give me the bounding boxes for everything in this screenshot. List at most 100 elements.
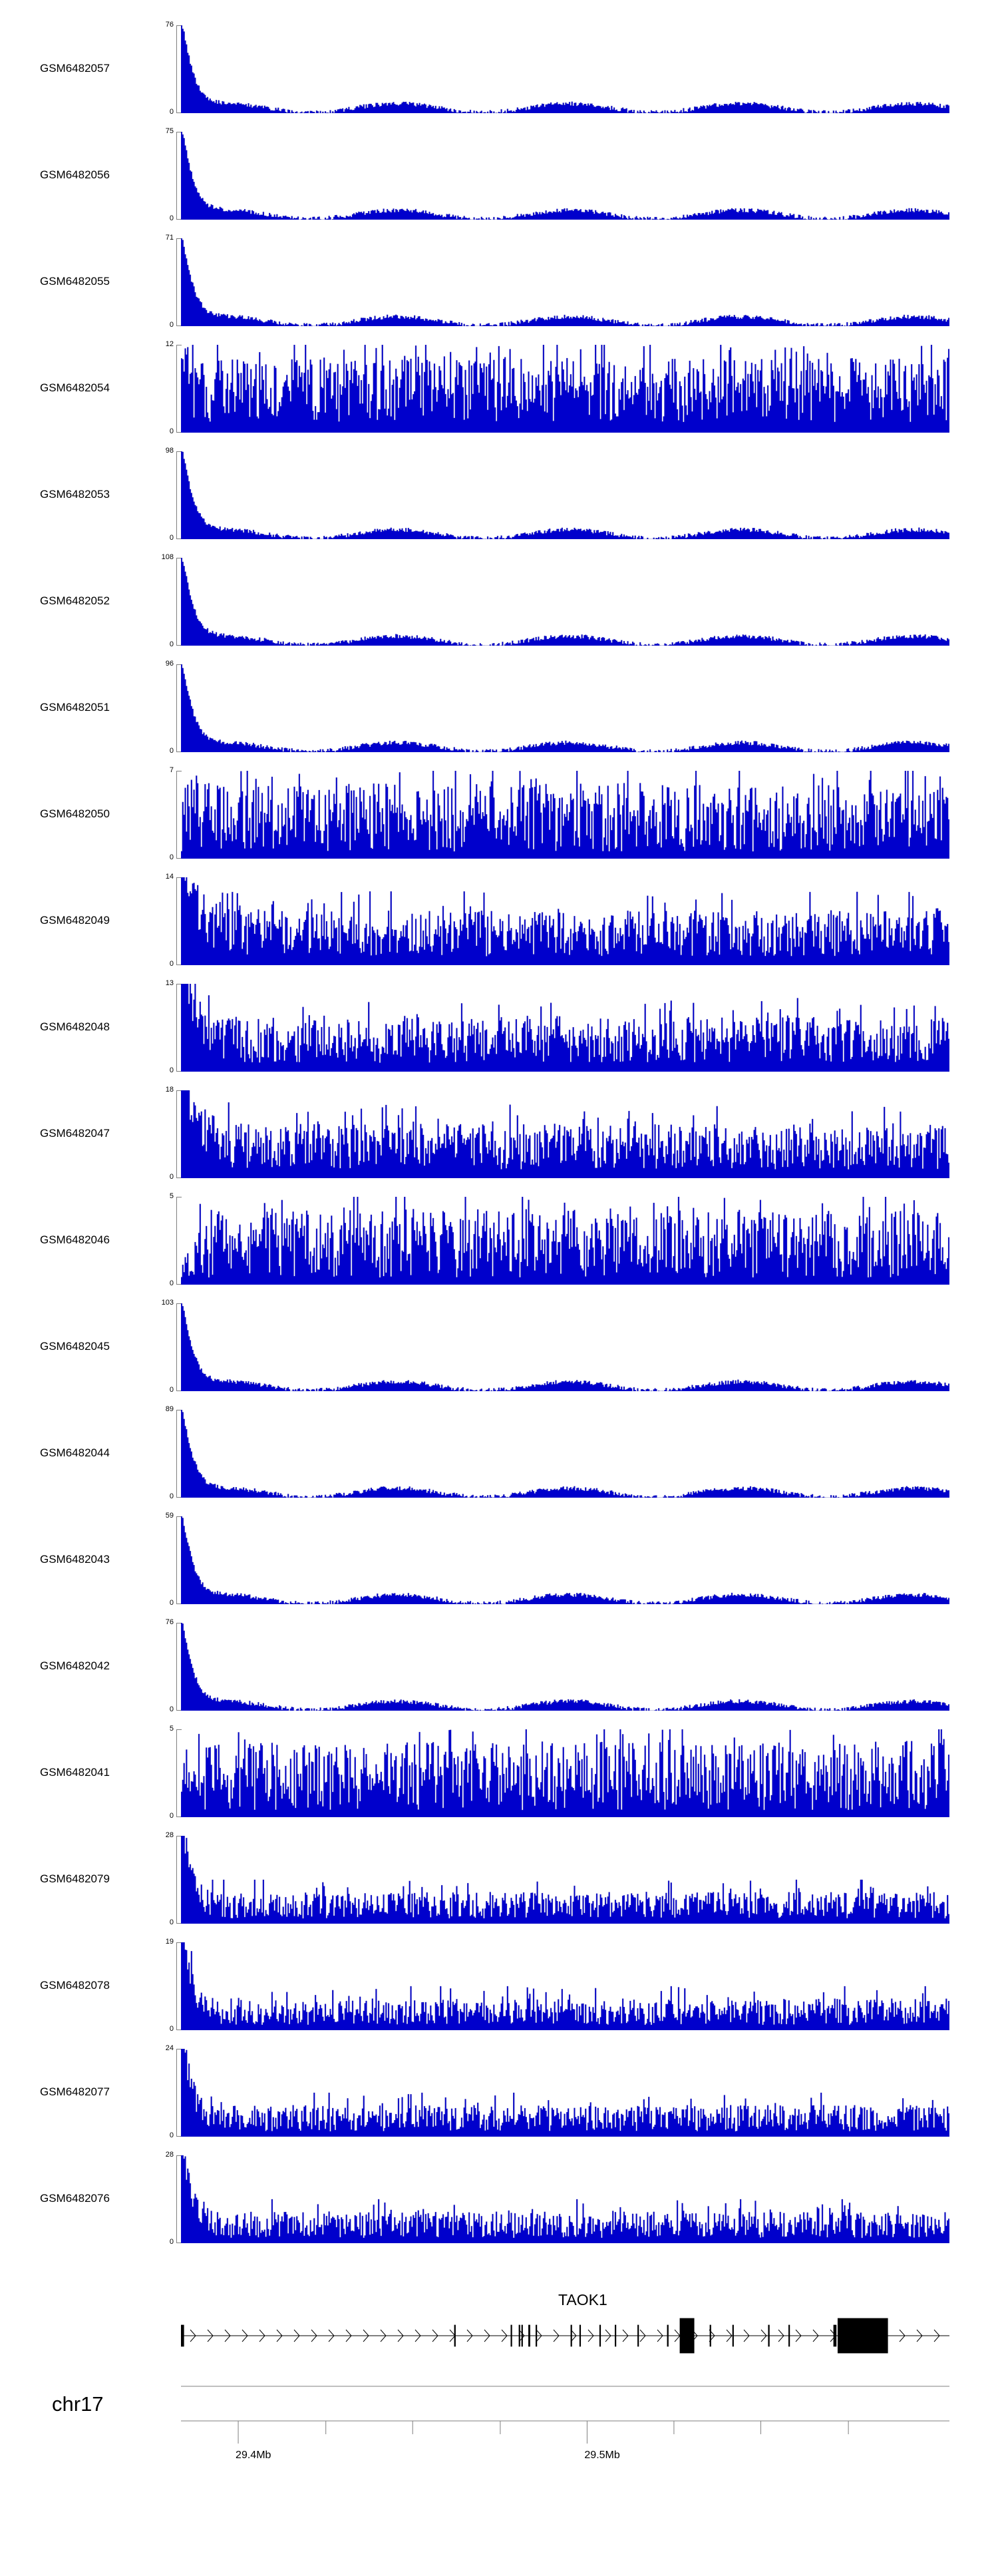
track-axis-max-label: 76 [165, 21, 174, 29]
coverage-track: GSM6482048 13 0 [0, 980, 998, 1074]
coverage-plot[interactable] [181, 132, 949, 220]
track-axis-max-label: 14 [165, 873, 174, 881]
track-axis-min-label: 0 [169, 1705, 174, 1713]
track-sample-label: GSM6482046 [40, 1233, 110, 1246]
coverage-plot[interactable] [181, 1836, 949, 1924]
track-axis-rule [176, 1090, 182, 1178]
track-sample-label: GSM6482054 [40, 381, 110, 394]
track-sample-label: GSM6482049 [40, 914, 110, 927]
track-sample-label: GSM6482079 [40, 1872, 110, 1885]
track-axis-min-label: 0 [169, 1279, 174, 1287]
coverage-plot[interactable] [181, 25, 949, 113]
coverage-plot[interactable] [181, 2049, 949, 2137]
track-axis-max-label: 108 [161, 553, 174, 561]
track-sample-label: GSM6482053 [40, 488, 110, 501]
track-axis-min-label: 0 [169, 853, 174, 861]
coverage-track: GSM6482078 19 0 [0, 1938, 998, 2033]
coverage-plot[interactable] [181, 1623, 949, 1711]
coverage-track: GSM6482047 18 0 [0, 1086, 998, 1181]
track-axis-max-label: 7 [169, 766, 174, 774]
track-axis-max-label: 24 [165, 2044, 174, 2052]
coverage-track: GSM6482076 28 0 [0, 2151, 998, 2246]
coverage-plot[interactable] [181, 345, 949, 433]
coverage-track: GSM6482043 59 0 [0, 1512, 998, 1607]
track-sample-label: GSM6482051 [40, 701, 110, 714]
track-axis-rule [176, 664, 182, 752]
coverage-track: GSM6482051 96 0 [0, 660, 998, 755]
track-axis-max-label: 59 [165, 1512, 174, 1520]
coverage-track: GSM6482055 71 0 [0, 234, 998, 329]
gene-model-panel: TAOK1 [0, 2291, 998, 2364]
coverage-plot[interactable] [181, 1942, 949, 2030]
coverage-plot[interactable] [181, 664, 949, 752]
coverage-track: GSM6482054 12 0 [0, 341, 998, 435]
track-axis-min-label: 0 [169, 2025, 174, 2033]
track-axis-rule [176, 1410, 182, 1498]
track-sample-label: GSM6482047 [40, 1127, 110, 1140]
track-axis-max-label: 13 [165, 979, 174, 987]
track-axis-max-label: 98 [165, 447, 174, 455]
genomic-coordinate-axis [181, 2386, 949, 2444]
gene-model-diagram [181, 2314, 949, 2358]
track-axis-rule [176, 132, 182, 220]
track-axis-min-label: 0 [169, 1812, 174, 1820]
coverage-track: GSM6482050 7 0 [0, 767, 998, 861]
track-axis-rule [176, 984, 182, 1072]
coverage-plot[interactable] [181, 1516, 949, 1604]
coverage-plot[interactable] [181, 558, 949, 646]
coverage-plot[interactable] [181, 1410, 949, 1498]
track-axis-max-label: 71 [165, 234, 174, 242]
track-axis-min-label: 0 [169, 321, 174, 329]
coverage-plot[interactable] [181, 451, 949, 539]
axis-tick-label: 29.5Mb [584, 2450, 620, 2461]
axis-tick-label: 29.4Mb [236, 2450, 271, 2461]
coverage-plot[interactable] [181, 238, 949, 326]
track-axis-min-label: 0 [169, 214, 174, 222]
coverage-track: GSM6482046 5 0 [0, 1193, 998, 1287]
track-axis-max-label: 28 [165, 2151, 174, 2159]
coverage-plot[interactable] [181, 984, 949, 1072]
track-sample-label: GSM6482056 [40, 168, 110, 181]
track-axis-min-label: 0 [169, 2131, 174, 2139]
track-axis-min-label: 0 [169, 1066, 174, 1074]
track-axis-max-label: 18 [165, 1086, 174, 1094]
track-axis-rule [176, 558, 182, 646]
track-axis-rule [176, 25, 182, 113]
track-axis-max-label: 103 [161, 1299, 174, 1307]
coverage-plot[interactable] [181, 1197, 949, 1285]
chromosome-label: chr17 [52, 2392, 104, 2416]
track-axis-max-label: 5 [169, 1725, 174, 1733]
track-axis-rule [176, 1303, 182, 1391]
coverage-track: GSM6482077 24 0 [0, 2045, 998, 2139]
track-sample-label: GSM6482043 [40, 1553, 110, 1566]
coverage-plot[interactable] [181, 771, 949, 859]
coverage-track: GSM6482079 28 0 [0, 1832, 998, 1926]
track-sample-label: GSM6482044 [40, 1446, 110, 1459]
coverage-plot[interactable] [181, 1090, 949, 1178]
track-axis-min-label: 0 [169, 427, 174, 435]
track-axis-max-label: 75 [165, 127, 174, 135]
coverage-plot[interactable] [181, 1303, 949, 1391]
coverage-plot[interactable] [181, 1729, 949, 1817]
coverage-plot[interactable] [181, 2155, 949, 2243]
coverage-track: GSM6482052 108 0 [0, 554, 998, 648]
track-axis-min-label: 0 [169, 960, 174, 968]
track-axis-rule [176, 238, 182, 326]
gene-name-label: TAOK1 [558, 2291, 607, 2308]
track-axis-rule [176, 2049, 182, 2137]
coverage-track: GSM6482042 76 0 [0, 1619, 998, 1713]
track-axis-max-label: 5 [169, 1192, 174, 1200]
coverage-track: GSM6482041 5 0 [0, 1725, 998, 1820]
track-axis-rule [176, 771, 182, 859]
track-sample-label: GSM6482055 [40, 275, 110, 288]
coverage-track: GSM6482045 103 0 [0, 1299, 998, 1394]
track-axis-rule [176, 451, 182, 539]
track-axis-max-label: 28 [165, 1831, 174, 1839]
track-axis-min-label: 0 [169, 640, 174, 648]
track-sample-label: GSM6482050 [40, 807, 110, 820]
coverage-plot[interactable] [181, 877, 949, 965]
track-axis-rule [176, 345, 182, 433]
track-axis-rule [176, 1197, 182, 1285]
track-sample-label: GSM6482077 [40, 2085, 110, 2098]
track-axis-max-label: 89 [165, 1405, 174, 1413]
